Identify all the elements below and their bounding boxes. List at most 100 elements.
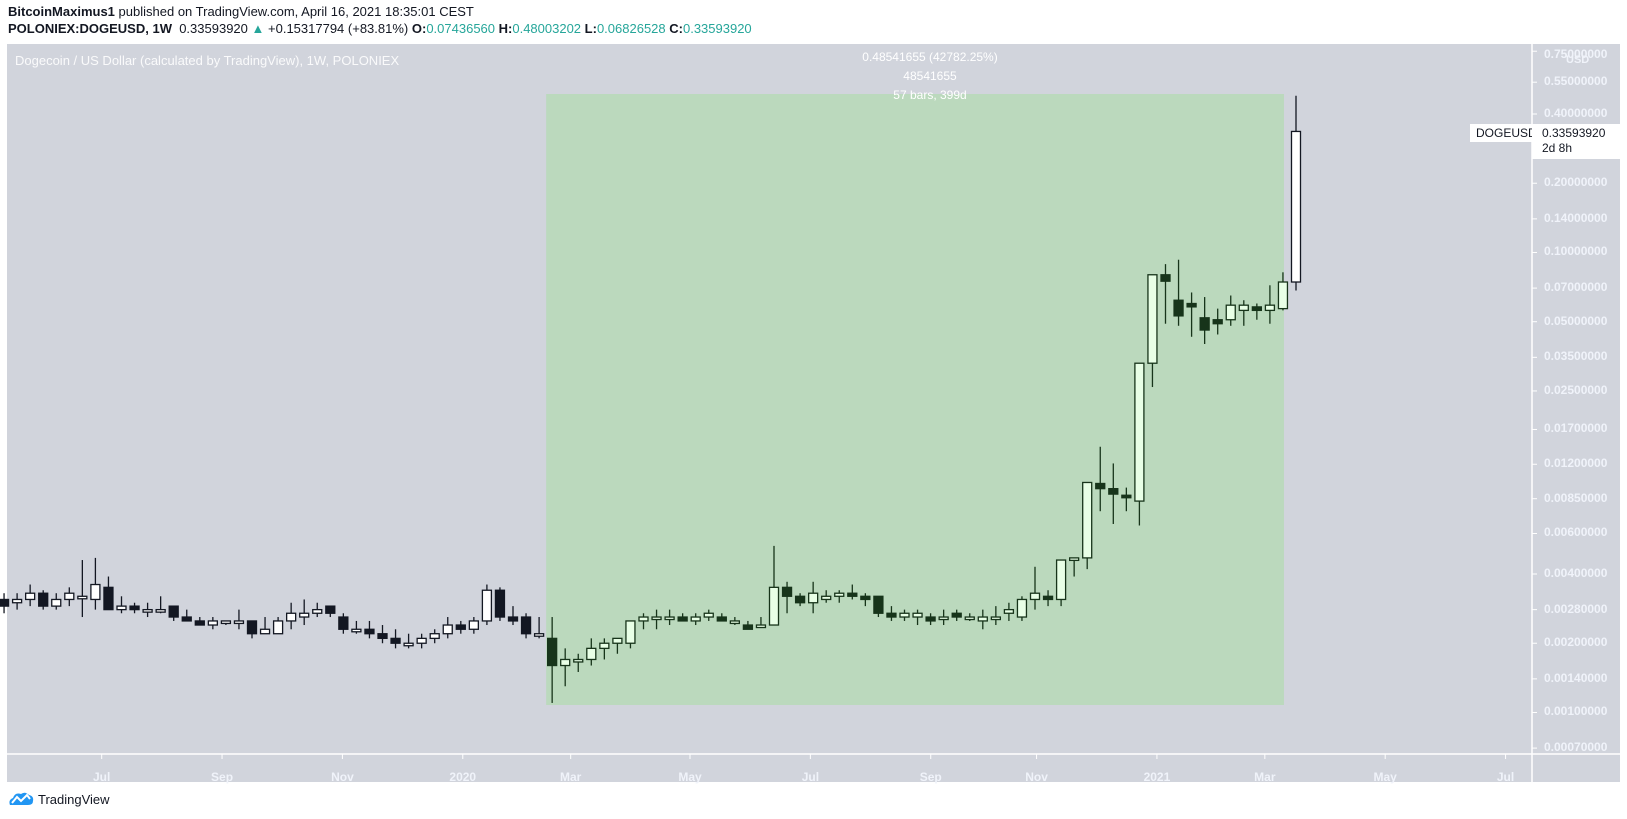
candle-body xyxy=(24,592,36,601)
close-label: C: xyxy=(669,21,683,36)
low-value: 0.06826528 xyxy=(596,21,666,36)
candle-body xyxy=(1251,306,1262,312)
candle-body xyxy=(821,595,832,601)
candle-body xyxy=(403,642,414,647)
last-price: 0.33593920 xyxy=(179,21,248,36)
price-tick-label: 0.40000000 xyxy=(1544,106,1608,120)
time-tick-label: Jul xyxy=(801,770,820,784)
price-tick-label: 0.00200000 xyxy=(1544,635,1608,650)
measure-change: 0.48541655 (42782.25%) 48541655 xyxy=(862,50,998,83)
currency-label: USD xyxy=(1566,54,1590,66)
publish-info: BitcoinMaximus1 published on TradingView… xyxy=(8,4,474,19)
candle-body xyxy=(1199,317,1210,331)
candle-body xyxy=(390,637,401,644)
candle-body xyxy=(1055,559,1067,601)
candle-body xyxy=(299,612,310,618)
candle-body xyxy=(1003,608,1015,614)
candle-body xyxy=(351,628,362,633)
time-tick-label: Sep xyxy=(919,770,942,784)
up-arrow-icon: ▲ xyxy=(251,21,265,36)
candle-body xyxy=(129,605,140,611)
candle-body xyxy=(1264,304,1276,312)
candle-body xyxy=(951,612,962,618)
candle-body xyxy=(1212,319,1223,325)
candle-body xyxy=(612,637,623,644)
published-text: published on TradingView.com, April 16, … xyxy=(118,4,474,19)
candle-body xyxy=(207,620,219,626)
candle-body xyxy=(507,616,519,622)
candle-body xyxy=(1290,130,1302,283)
price-tick-label: 0.00100000 xyxy=(1544,704,1608,719)
price-tick-label: 0.00400000 xyxy=(1544,566,1608,580)
price-tick-label: 0.01700000 xyxy=(1544,421,1608,436)
price-tick-label: 0.02500000 xyxy=(1544,382,1608,397)
candle-body xyxy=(925,616,936,622)
candle-body xyxy=(194,620,205,626)
candle-body xyxy=(1186,302,1197,308)
candle-body xyxy=(860,595,871,601)
measure-range-box[interactable] xyxy=(546,94,1284,705)
price-tick-label: 0.00280000 xyxy=(1544,601,1608,616)
candle-body xyxy=(808,592,819,604)
candle-body xyxy=(233,620,245,625)
candle-body xyxy=(272,620,284,635)
candle-body xyxy=(847,592,858,597)
price-change: +0.15317794 (+83.81%) xyxy=(268,21,409,36)
candle-body xyxy=(1147,274,1158,364)
low-label: L: xyxy=(584,21,597,36)
candle-body xyxy=(155,608,166,613)
price-tick-label: 0.10000000 xyxy=(1544,244,1608,259)
author-name[interactable]: BitcoinMaximus1 xyxy=(8,4,115,19)
candle-body xyxy=(338,616,349,630)
candle-body xyxy=(1134,362,1145,502)
current-price: 0.33593920 xyxy=(1542,126,1606,140)
time-tick-label: 2021 xyxy=(1143,770,1171,784)
candle-body xyxy=(873,595,884,614)
candle-body xyxy=(11,598,23,604)
candle-body xyxy=(677,616,688,622)
candle-body xyxy=(116,605,127,611)
open-value: 0.07436560 xyxy=(426,21,496,36)
candle-body xyxy=(455,624,466,630)
tradingview-branding[interactable]: TradingView xyxy=(8,791,110,807)
candle-body xyxy=(1042,595,1054,601)
candle-body xyxy=(246,620,258,635)
symbol-tag: DOGEUSD xyxy=(1470,124,1543,142)
candle-body xyxy=(781,586,793,597)
candle-body xyxy=(755,624,767,629)
candle-body xyxy=(716,616,727,622)
time-tick-label: May xyxy=(1373,770,1397,784)
candle-body xyxy=(181,616,192,622)
price-tick-label: 0.00070000 xyxy=(1544,740,1608,755)
price-tick-label: 0.05000000 xyxy=(1544,313,1608,328)
price-tick-label: 0.75000000 xyxy=(1544,47,1608,62)
price-tick-label: 0.01200000 xyxy=(1544,456,1608,471)
candle-body xyxy=(377,633,388,640)
candle-body xyxy=(0,598,10,607)
price-tick-label: 0.00600000 xyxy=(1544,525,1608,540)
candle-body xyxy=(899,612,910,618)
tradingview-logo-icon xyxy=(9,792,34,805)
candle-body xyxy=(442,624,453,635)
candle-body xyxy=(834,592,845,597)
symbol-name: POLONIEX:DOGEUSD, 1W xyxy=(8,21,172,36)
candle-body xyxy=(1173,299,1184,317)
price-tick-label: 0.00140000 xyxy=(1544,670,1608,685)
time-tick-label: Jul xyxy=(93,770,111,784)
candle-body xyxy=(481,589,493,622)
candle-body xyxy=(51,598,62,607)
brand-name: TradingView xyxy=(38,791,110,807)
time-tick-label: Mar xyxy=(560,770,582,784)
close-value: 0.33593920 xyxy=(682,21,752,36)
candle-body xyxy=(547,637,558,667)
candle-body xyxy=(103,586,114,611)
candle-body xyxy=(573,658,584,663)
candle-body xyxy=(494,589,506,618)
candle-body xyxy=(651,616,662,621)
candle-body xyxy=(1029,592,1041,601)
candle-body xyxy=(64,592,75,601)
candle-body xyxy=(416,637,427,644)
price-tick-label: 0.03500000 xyxy=(1544,349,1608,364)
candle-body xyxy=(325,605,336,614)
